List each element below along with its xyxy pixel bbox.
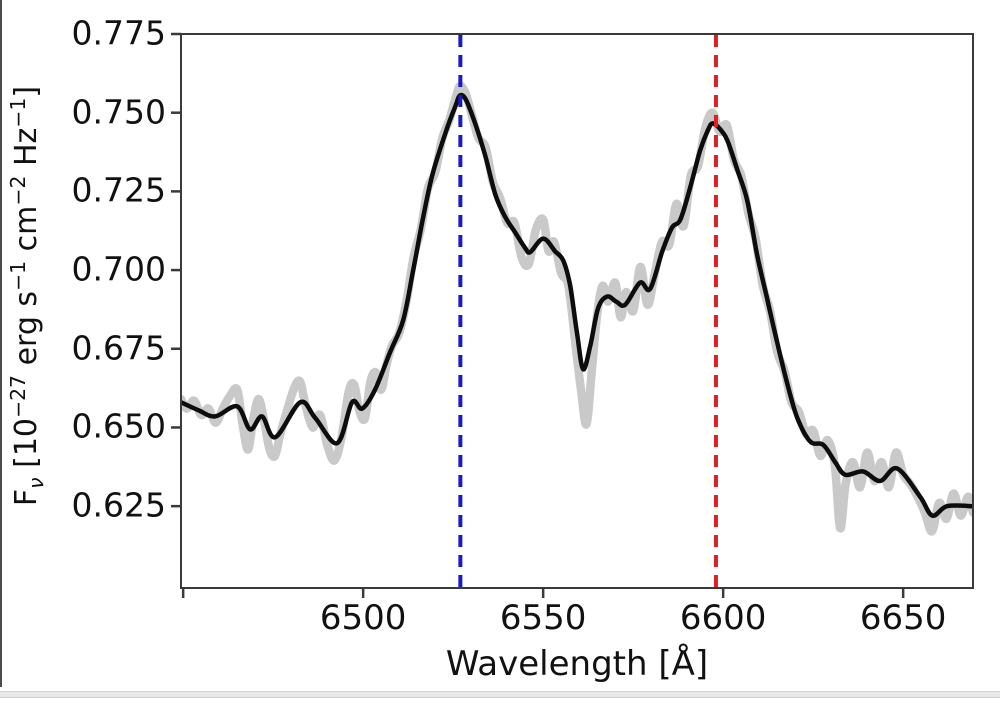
smoothed-spectrum-line xyxy=(181,92,973,518)
x-tick-label-6500: 6500 xyxy=(319,598,407,638)
y-tick-label-0.650: 0.650 xyxy=(71,407,166,447)
data-series-group xyxy=(181,81,973,536)
x-tick-label-6650: 6650 xyxy=(859,598,947,638)
y-tick-label-0.775: 0.775 xyxy=(71,13,166,53)
y-tick-label-0.700: 0.700 xyxy=(71,249,166,289)
window-left-border xyxy=(0,0,2,687)
y-tick-label-0.750: 0.750 xyxy=(71,92,166,132)
y-tick-label-0.725: 0.725 xyxy=(71,171,166,211)
y-tick-label-0.625: 0.625 xyxy=(71,485,166,525)
x-tick-label-6600: 6600 xyxy=(679,598,767,638)
x-tick-label-6550: 6550 xyxy=(499,598,587,638)
axes-frame xyxy=(180,33,974,589)
y-tick-label-0.675: 0.675 xyxy=(71,328,166,368)
window-bottom-edge xyxy=(0,691,1000,698)
raw-spectrum-line xyxy=(181,81,973,536)
x-axis-label: Wavelength [Å] xyxy=(445,644,709,684)
